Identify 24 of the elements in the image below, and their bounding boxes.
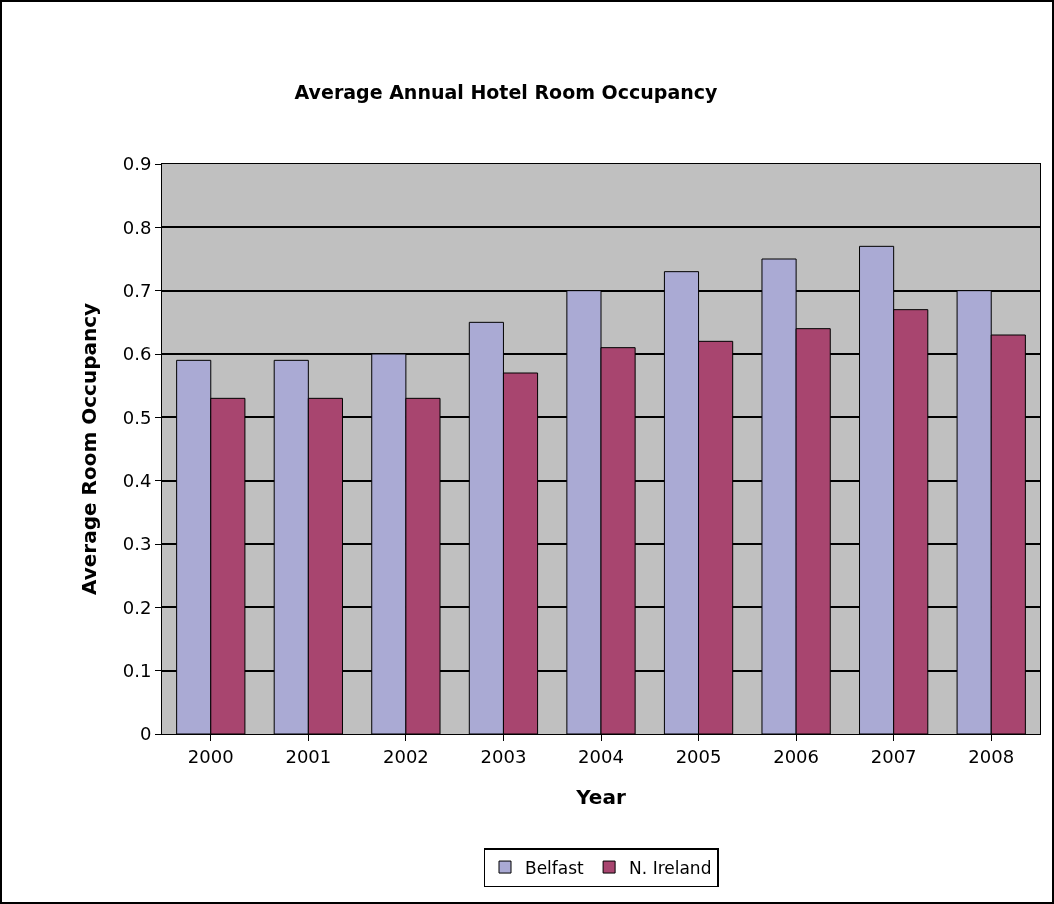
y-tick-label: 0.3 <box>122 533 152 555</box>
y-tick-label: 0.5 <box>122 406 152 428</box>
y-tick-label: 0.1 <box>122 659 152 681</box>
x-tick-label: 2007 <box>870 745 917 767</box>
x-tick-label: 2004 <box>578 745 624 767</box>
x-tick-label: 2008 <box>968 745 1015 767</box>
y-tick-label: 0.2 <box>122 596 152 618</box>
x-tick-label: 2002 <box>382 745 429 767</box>
legend-label: N. Ireland <box>629 857 712 878</box>
y-tick-label: 0.6 <box>122 343 152 365</box>
y-tick-label: 0.7 <box>122 279 152 301</box>
x-tick-label: 2003 <box>480 745 527 767</box>
y-tick-label: 0.9 <box>122 153 152 175</box>
legend-label: Belfast <box>525 857 585 878</box>
x-tick-label: 2005 <box>675 745 722 767</box>
y-axis-title: Average Room Occupancy <box>77 302 102 596</box>
x-tick-label: 2006 <box>773 745 820 767</box>
y-tick-label: 0 <box>139 723 152 745</box>
y-tick-label: 0.8 <box>122 216 152 238</box>
chart-title: Average Annual Hotel Room Occupancy <box>294 80 719 103</box>
x-tick-label: 2001 <box>285 745 332 767</box>
x-tick-label: 2000 <box>187 745 234 767</box>
y-tick-label: 0.4 <box>122 469 152 491</box>
x-axis-title: Year <box>575 785 626 809</box>
